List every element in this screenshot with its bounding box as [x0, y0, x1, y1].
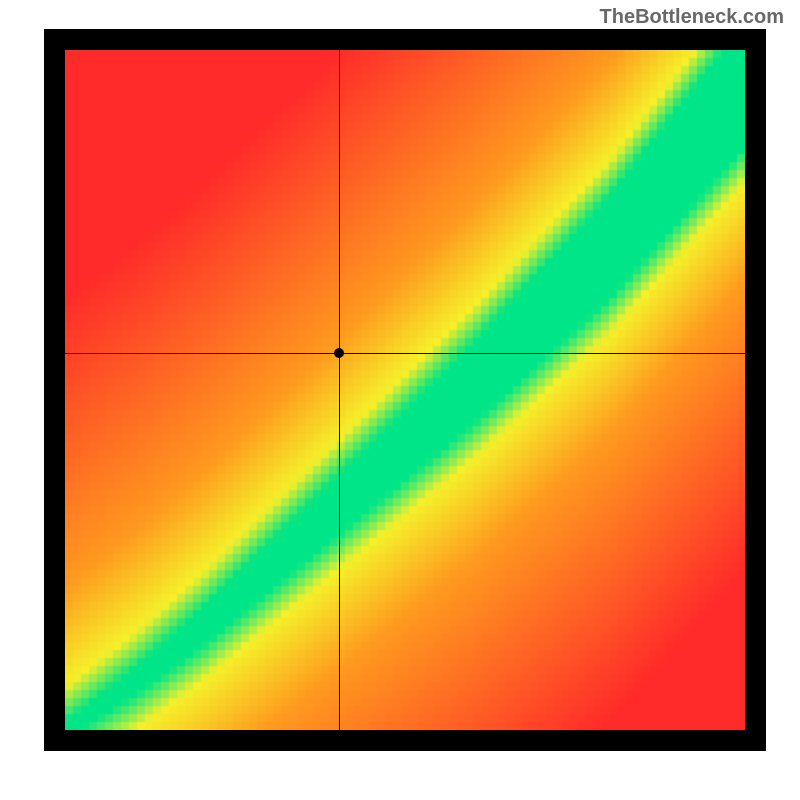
plot-area [65, 50, 745, 730]
crosshair-marker [334, 348, 344, 358]
plot-frame [45, 30, 765, 750]
watermark-text: TheBottleneck.com [600, 6, 784, 29]
heatmap-canvas [65, 50, 745, 730]
crosshair-horizontal [65, 353, 745, 354]
crosshair-vertical [339, 50, 340, 730]
